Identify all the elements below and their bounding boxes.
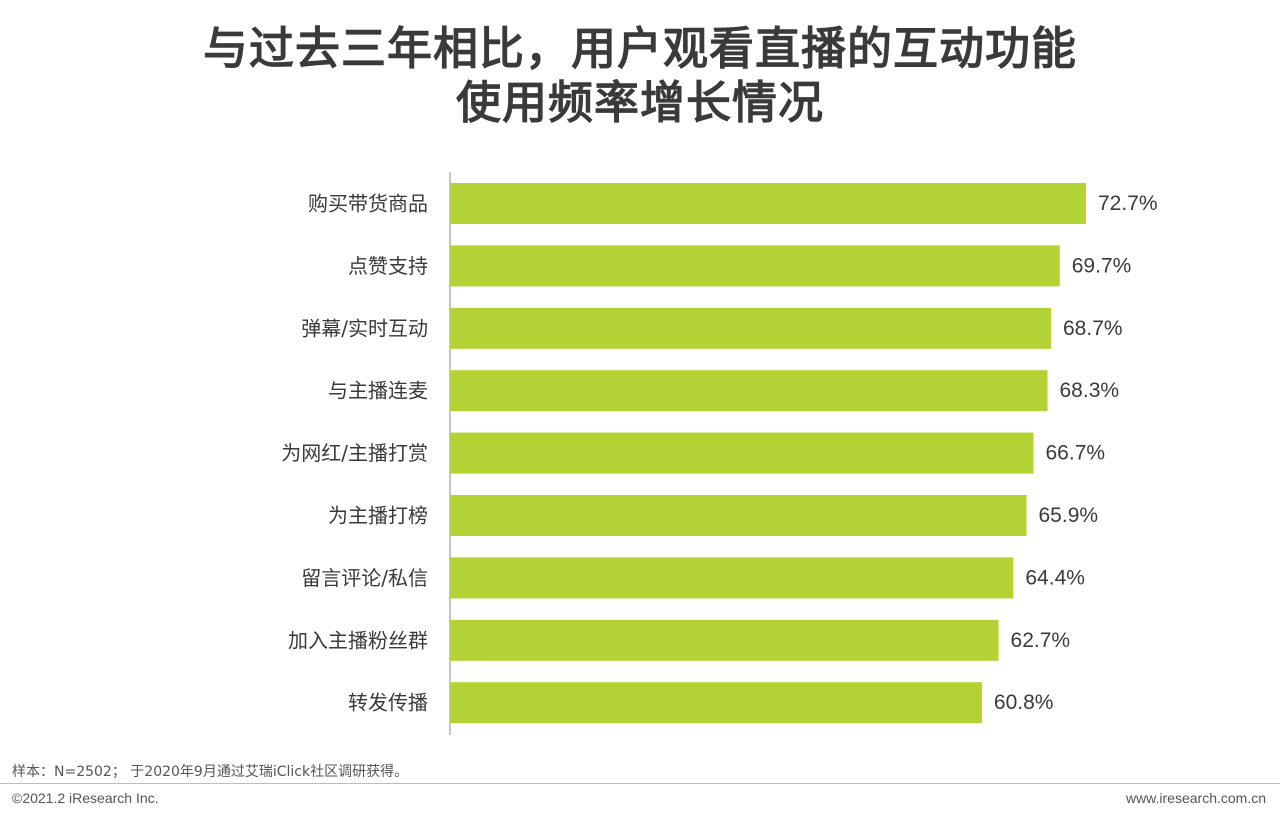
bar-5 (450, 432, 1034, 474)
category-label-1: 购买带货商品 (308, 192, 428, 216)
value-label-2: 69.7% (1072, 254, 1132, 277)
category-label-4: 与主播连麦 (328, 379, 428, 403)
category-label-7: 留言评论/私信 (301, 566, 428, 590)
category-label-9: 转发传播 (348, 691, 428, 715)
website-link: www.iresearch.com.cn (1125, 790, 1266, 806)
sample-note: 样本：N=2502； 于2020年9月通过艾瑞iClick社区调研获得。 (12, 764, 409, 780)
category-label-8: 加入主播粉丝群 (288, 628, 428, 652)
category-label-6: 为主播打榜 (328, 504, 428, 528)
bar-8 (450, 619, 999, 661)
chart-title-line-2: 使用频率增长情况 (455, 76, 824, 129)
footer-divider (0, 783, 1280, 784)
bar-1 (450, 183, 1086, 224)
bar-9 (450, 682, 982, 724)
value-label-1: 72.7% (1098, 192, 1158, 215)
chart-title: 与过去三年相比，用户观看直播的互动功能 使用频率增长情况 (0, 22, 1280, 130)
bar-2 (450, 245, 1060, 287)
copyright: ©2021.2 iResearch Inc. (12, 790, 159, 806)
bar-7 (450, 557, 1014, 599)
chart-title-line-1: 与过去三年相比，用户观看直播的互动功能 (202, 22, 1077, 75)
bar-4 (450, 370, 1048, 412)
bar-3 (450, 307, 1052, 349)
value-label-3: 68.7% (1063, 317, 1123, 340)
category-label-3: 弹幕/实时互动 (301, 316, 428, 340)
category-label-5: 为网红/主播打赏 (281, 441, 428, 465)
category-label-2: 点赞支持 (348, 254, 428, 278)
value-label-5: 66.7% (1046, 442, 1106, 465)
value-label-8: 62.7% (1011, 629, 1071, 652)
value-label-7: 64.4% (1025, 566, 1085, 589)
value-label-9: 60.8% (994, 691, 1054, 714)
bar-6 (450, 495, 1027, 536)
value-label-6: 65.9% (1039, 504, 1099, 527)
value-label-4: 68.3% (1060, 379, 1120, 402)
